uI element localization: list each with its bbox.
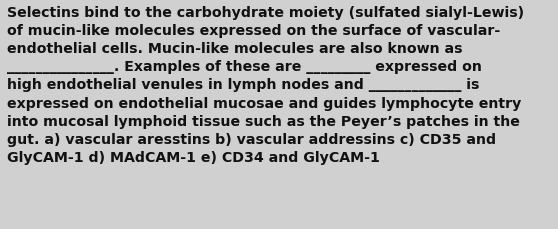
Text: Selectins bind to the carbohydrate moiety (sulfated sialyl-Lewis)
of mucin-like : Selectins bind to the carbohydrate moiet… <box>7 6 524 164</box>
